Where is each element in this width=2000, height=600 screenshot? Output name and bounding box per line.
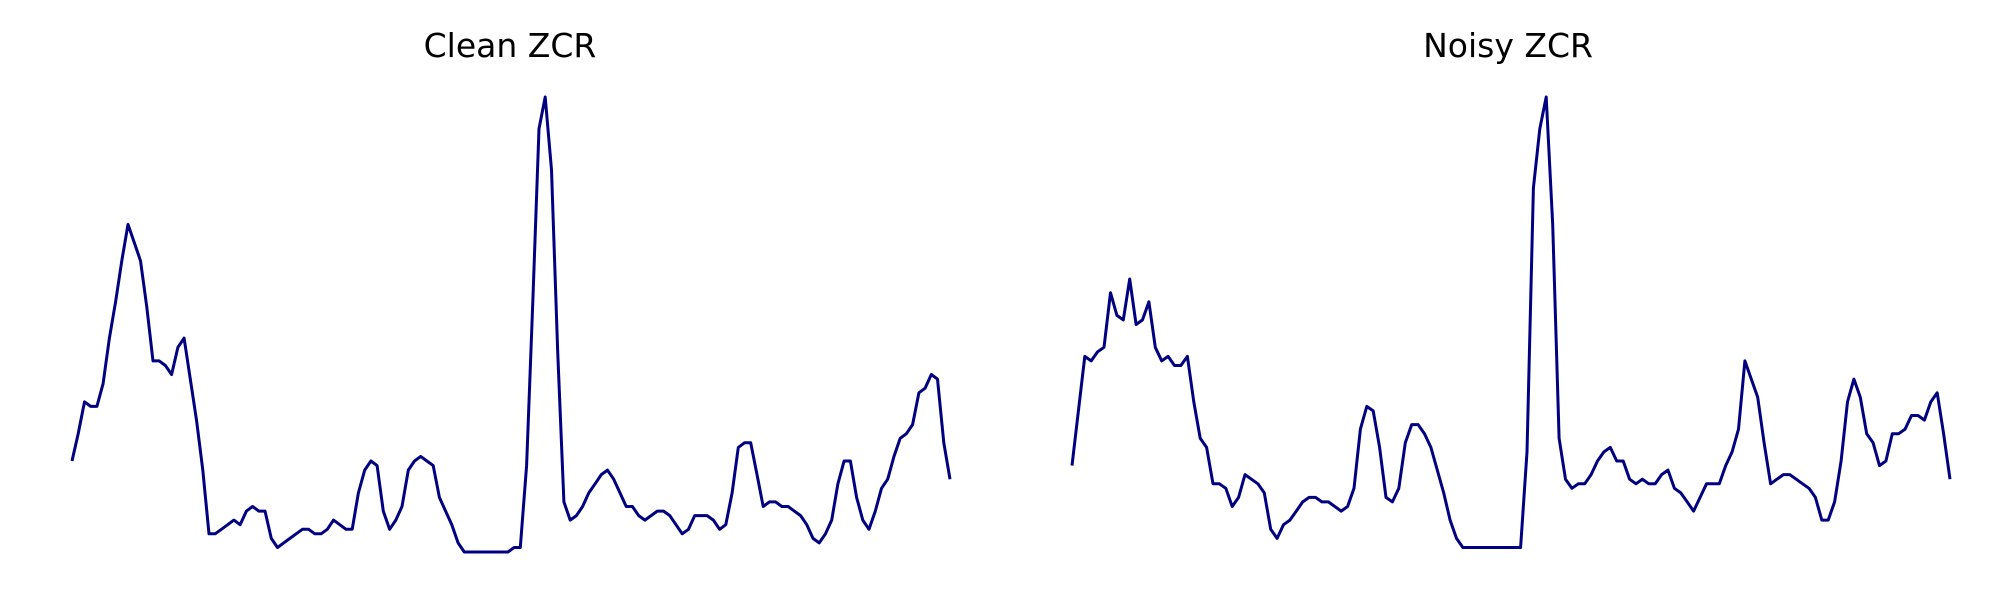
zcr-series-line bbox=[70, 95, 952, 554]
clean-zcr-plot bbox=[70, 95, 952, 554]
noisy-zcr-plot bbox=[1070, 95, 1952, 549]
zcr-series-line bbox=[1070, 95, 1952, 549]
clean-zcr-panel: Clean ZCR bbox=[70, 26, 952, 554]
noisy-zcr-panel: Noisy ZCR bbox=[1000, 0, 2000, 600]
chart-title-noisy: Noisy ZCR bbox=[1423, 26, 1593, 65]
chart-title-clean: Clean ZCR bbox=[423, 26, 597, 65]
